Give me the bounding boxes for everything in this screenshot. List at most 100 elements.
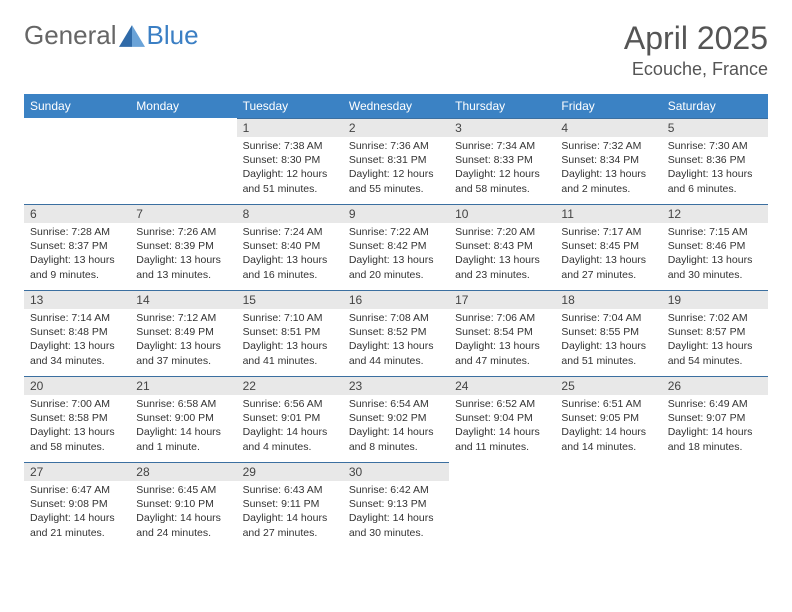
daylight-line: and 6 minutes. [668,182,762,196]
day-number: 1 [237,118,343,137]
day-number: 23 [343,376,449,395]
daylight-line: and 27 minutes. [243,526,337,540]
day-cell: 23Sunrise: 6:54 AMSunset: 9:02 PMDayligh… [343,376,449,462]
day-number: 28 [130,462,236,481]
sunrise-line: Sunrise: 7:34 AM [455,139,549,153]
day-details: Sunrise: 7:32 AMSunset: 8:34 PMDaylight:… [555,137,661,202]
sunset-line: Sunset: 9:07 PM [668,411,762,425]
day-header: Tuesday [237,94,343,118]
sunrise-line: Sunrise: 7:14 AM [30,311,124,325]
day-details: Sunrise: 6:54 AMSunset: 9:02 PMDaylight:… [343,395,449,460]
daylight-line: Daylight: 13 hours [455,253,549,267]
daylight-line: and 47 minutes. [455,354,549,368]
day-cell: 4Sunrise: 7:32 AMSunset: 8:34 PMDaylight… [555,118,661,204]
daylight-line: Daylight: 13 hours [136,253,230,267]
day-details: Sunrise: 6:56 AMSunset: 9:01 PMDaylight:… [237,395,343,460]
day-number: 20 [24,376,130,395]
day-cell: 5Sunrise: 7:30 AMSunset: 8:36 PMDaylight… [662,118,768,204]
day-number: 5 [662,118,768,137]
day-number: 26 [662,376,768,395]
day-number: 12 [662,204,768,223]
daylight-line: and 34 minutes. [30,354,124,368]
daylight-line: Daylight: 14 hours [243,425,337,439]
day-cell: 18Sunrise: 7:04 AMSunset: 8:55 PMDayligh… [555,290,661,376]
day-details: Sunrise: 7:28 AMSunset: 8:37 PMDaylight:… [24,223,130,288]
logo-triangle-icon [119,25,145,47]
sunset-line: Sunset: 8:30 PM [243,153,337,167]
daylight-line: and 21 minutes. [30,526,124,540]
sunrise-line: Sunrise: 7:22 AM [349,225,443,239]
day-number: 30 [343,462,449,481]
sunset-line: Sunset: 8:45 PM [561,239,655,253]
daylight-line: Daylight: 14 hours [561,425,655,439]
daylight-line: and 51 minutes. [561,354,655,368]
daylight-line: and 13 minutes. [136,268,230,282]
day-details: Sunrise: 6:45 AMSunset: 9:10 PMDaylight:… [130,481,236,546]
daylight-line: and 14 minutes. [561,440,655,454]
daylight-line: and 18 minutes. [668,440,762,454]
daylight-line: Daylight: 13 hours [30,425,124,439]
day-cell: 8Sunrise: 7:24 AMSunset: 8:40 PMDaylight… [237,204,343,290]
month-title: April 2025 [624,20,768,57]
week-row: 6Sunrise: 7:28 AMSunset: 8:37 PMDaylight… [24,204,768,290]
sunrise-line: Sunrise: 6:51 AM [561,397,655,411]
sunset-line: Sunset: 8:31 PM [349,153,443,167]
day-details: Sunrise: 7:14 AMSunset: 8:48 PMDaylight:… [24,309,130,374]
day-details: Sunrise: 7:17 AMSunset: 8:45 PMDaylight:… [555,223,661,288]
day-cell: 12Sunrise: 7:15 AMSunset: 8:46 PMDayligh… [662,204,768,290]
daylight-line: Daylight: 13 hours [561,339,655,353]
day-number: 21 [130,376,236,395]
day-cell: 11Sunrise: 7:17 AMSunset: 8:45 PMDayligh… [555,204,661,290]
day-number: 18 [555,290,661,309]
sunset-line: Sunset: 8:51 PM [243,325,337,339]
daylight-line: Daylight: 13 hours [668,339,762,353]
sunrise-line: Sunrise: 7:30 AM [668,139,762,153]
week-row: 27Sunrise: 6:47 AMSunset: 9:08 PMDayligh… [24,462,768,548]
daylight-line: Daylight: 14 hours [349,425,443,439]
day-cell: 28Sunrise: 6:45 AMSunset: 9:10 PMDayligh… [130,462,236,548]
daylight-line: and 44 minutes. [349,354,443,368]
page-header: General Blue April 2025 Ecouche, France [24,20,768,80]
day-number: 25 [555,376,661,395]
day-details: Sunrise: 6:52 AMSunset: 9:04 PMDaylight:… [449,395,555,460]
sunset-line: Sunset: 8:33 PM [455,153,549,167]
brand-logo: General Blue [24,20,199,51]
day-details: Sunrise: 7:08 AMSunset: 8:52 PMDaylight:… [343,309,449,374]
day-cell: 2Sunrise: 7:36 AMSunset: 8:31 PMDaylight… [343,118,449,204]
day-cell: 15Sunrise: 7:10 AMSunset: 8:51 PMDayligh… [237,290,343,376]
location: Ecouche, France [624,59,768,80]
sunrise-line: Sunrise: 7:28 AM [30,225,124,239]
week-row: 20Sunrise: 7:00 AMSunset: 8:58 PMDayligh… [24,376,768,462]
daylight-line: and 16 minutes. [243,268,337,282]
day-details: Sunrise: 7:36 AMSunset: 8:31 PMDaylight:… [343,137,449,202]
sunset-line: Sunset: 9:08 PM [30,497,124,511]
sunrise-line: Sunrise: 7:17 AM [561,225,655,239]
sunrise-line: Sunrise: 6:47 AM [30,483,124,497]
day-details: Sunrise: 7:12 AMSunset: 8:49 PMDaylight:… [130,309,236,374]
day-details: Sunrise: 7:06 AMSunset: 8:54 PMDaylight:… [449,309,555,374]
day-number: 16 [343,290,449,309]
day-details: Sunrise: 6:51 AMSunset: 9:05 PMDaylight:… [555,395,661,460]
daylight-line: Daylight: 14 hours [349,511,443,525]
daylight-line: and 37 minutes. [136,354,230,368]
daylight-line: and 8 minutes. [349,440,443,454]
day-details: Sunrise: 7:10 AMSunset: 8:51 PMDaylight:… [237,309,343,374]
day-header: Friday [555,94,661,118]
day-number: 17 [449,290,555,309]
sunset-line: Sunset: 9:05 PM [561,411,655,425]
daylight-line: Daylight: 14 hours [30,511,124,525]
day-cell: 30Sunrise: 6:42 AMSunset: 9:13 PMDayligh… [343,462,449,548]
brand-part2: Blue [147,20,199,51]
sunrise-line: Sunrise: 6:54 AM [349,397,443,411]
sunrise-line: Sunrise: 6:56 AM [243,397,337,411]
day-number: 13 [24,290,130,309]
empty-day [24,118,130,136]
sunrise-line: Sunrise: 7:26 AM [136,225,230,239]
brand-part1: General [24,20,117,51]
sunset-line: Sunset: 9:01 PM [243,411,337,425]
daylight-line: and 58 minutes. [455,182,549,196]
day-number: 10 [449,204,555,223]
day-number: 24 [449,376,555,395]
day-details: Sunrise: 7:34 AMSunset: 8:33 PMDaylight:… [449,137,555,202]
day-details: Sunrise: 7:00 AMSunset: 8:58 PMDaylight:… [24,395,130,460]
